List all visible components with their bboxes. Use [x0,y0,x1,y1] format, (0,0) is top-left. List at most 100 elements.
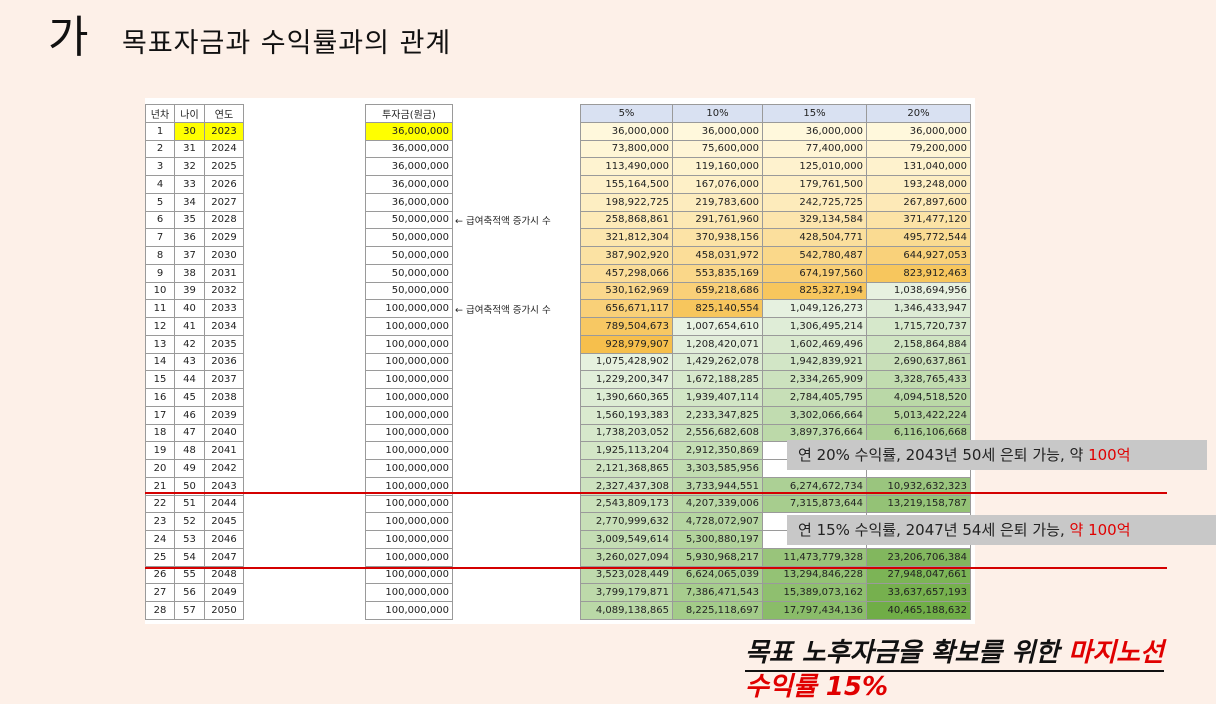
value-cell: 167,076,000 [672,175,763,194]
year-cell: 2041 [204,441,244,460]
age-cell: 40 [174,299,205,318]
spacer-cell [244,247,366,265]
value-cell: 198,922,725 [580,192,673,212]
spacer-cell [244,300,366,318]
value-cell: 644,927,053 [866,246,971,265]
note-cell [453,318,581,336]
spacer-cell [244,229,366,247]
value-cell: 119,160,000 [672,157,763,176]
invest-cell: 100,000,000 [365,388,453,407]
year-no-cell: 22 [145,494,175,514]
invest-cell: 100,000,000 [365,317,453,336]
year-no-cell: 13 [145,334,175,354]
note-cell [453,460,581,478]
value-cell: 267,897,600 [866,192,971,212]
value-cell: 7,315,873,644 [762,494,867,514]
table-row: 2 31 2024 36,000,000 73,800,000 75,600,000 77,… [145,139,971,159]
page-title: 목표자금과 수익률과의 관계 [122,28,452,59]
note-cell [453,548,581,566]
conclusion-line2: 수익률 15% [745,672,889,702]
table-row: 10 39 2032 50,000,000 530,162,969 659,218,686… [145,281,971,301]
callout-15pct: 연 15% 수익률, 2047년 54세 은퇴 가능, 약 100억 [787,515,1216,545]
year-cell: 2030 [204,246,244,265]
year-no-cell: 3 [145,157,175,176]
spacer-cell [244,158,366,176]
value-cell: 2,334,265,909 [762,370,867,389]
value-cell: 131,040,000 [866,157,971,176]
value-cell: 458,031,972 [672,246,763,265]
spacer-cell [244,211,366,229]
note-cell [453,602,581,620]
year-no-cell: 7 [145,228,175,247]
year-cell: 2033 [204,299,244,318]
table-row: 5 34 2027 36,000,000 198,922,725 219,783,600 2… [145,192,971,212]
year-cell: 2034 [204,317,244,336]
value-cell: 789,504,673 [580,317,673,336]
year-cell: 2035 [204,334,244,354]
note-cell [453,495,581,513]
year-cell: 2025 [204,157,244,176]
year-cell: 2026 [204,175,244,194]
header-year-no: 년차 [145,104,175,123]
value-cell: 1,560,193,383 [580,405,673,425]
table-row: 16 45 2038 100,000,000 1,390,660,365 1,939,40… [145,388,971,407]
invest-cell: 50,000,000 [365,210,453,230]
value-cell: 2,233,347,825 [672,405,763,425]
value-cell: 1,602,469,496 [762,334,867,354]
value-cell: 73,800,000 [580,139,673,159]
value-cell: 33,637,657,193 [866,583,971,602]
table-row: 6 35 2028 50,000,000 ← 급여축적액 증가시 수 258,868,86… [145,210,971,230]
table-row: 17 46 2039 100,000,000 1,560,193,383 2,233,34… [145,405,971,425]
spacer-cell [244,442,366,460]
value-cell: 3,897,376,664 [762,423,867,443]
value-cell: 23,206,706,384 [866,547,971,567]
note-cell [453,122,581,140]
value-cell: 1,390,660,365 [580,388,673,407]
year-cell: 2046 [204,530,244,549]
table-row: 28 57 2050 100,000,000 4,089,138,865 8,225,11… [145,601,971,620]
value-cell: 825,140,554 [672,299,763,318]
year-no-cell: 10 [145,281,175,301]
conclusion-black: 목표 노후자금을 확보를 위한 [745,638,1069,668]
year-cell: 2032 [204,281,244,301]
value-cell: 27,948,047,661 [866,565,971,585]
value-cell: 6,624,065,039 [672,565,763,585]
value-cell: 219,783,600 [672,192,763,212]
value-cell: 36,000,000 [762,121,867,141]
invest-cell: 100,000,000 [365,547,453,567]
value-cell: 1,939,407,114 [672,388,763,407]
age-cell: 52 [174,512,205,531]
invest-cell: 50,000,000 [365,263,453,283]
age-cell: 54 [174,547,205,567]
year-no-cell: 27 [145,583,175,602]
value-cell: 1,346,433,947 [866,299,971,318]
age-cell: 37 [174,246,205,265]
invest-cell: 50,000,000 [365,281,453,301]
table-row: 1 30 2023 36,000,000 36,000,000 36,000,000 36,… [145,121,971,141]
invest-cell: 100,000,000 [365,583,453,602]
table-row: 12 41 2034 100,000,000 789,504,673 1,007,654,… [145,317,971,336]
age-cell: 47 [174,423,205,443]
value-cell: 3,009,549,614 [580,530,673,549]
value-cell: 3,303,585,956 [672,459,763,478]
year-no-cell: 2 [145,139,175,159]
note-cell [453,531,581,549]
year-cell: 2027 [204,192,244,212]
year-no-cell: 6 [145,210,175,230]
year-cell: 2044 [204,494,244,514]
value-cell: 36,000,000 [580,121,673,141]
header-year: 연도 [204,104,244,123]
table-row: 27 56 2049 100,000,000 3,799,179,871 7,386,47… [145,583,971,602]
spacer-cell [244,282,366,300]
note-cell [453,158,581,176]
value-cell: 1,049,126,273 [762,299,867,318]
spacer-cell [244,548,366,566]
invest-cell: 100,000,000 [365,405,453,425]
value-cell: 1,672,188,285 [672,370,763,389]
note-cell [453,140,581,158]
value-cell: 258,868,861 [580,210,673,230]
value-cell: 4,728,072,907 [672,512,763,531]
callout-20pct-text: 연 20% 수익률, 2043년 50세 은퇴 가능, 약 [798,446,1089,464]
spacer-cell [244,602,366,620]
year-no-cell: 25 [145,547,175,567]
